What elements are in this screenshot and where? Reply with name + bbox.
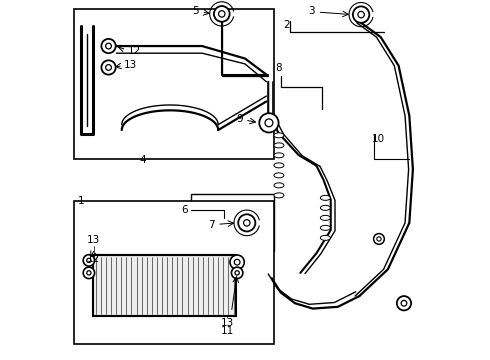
Text: 6: 6 [181, 205, 188, 215]
Ellipse shape [320, 205, 330, 210]
Ellipse shape [274, 143, 284, 148]
Bar [74, 9, 273, 158]
Circle shape [231, 267, 243, 279]
Text: 13: 13 [87, 235, 100, 245]
Bar [93, 255, 236, 316]
Ellipse shape [274, 193, 284, 198]
Ellipse shape [320, 225, 330, 230]
Circle shape [265, 119, 273, 127]
Circle shape [244, 220, 250, 226]
Ellipse shape [274, 153, 284, 158]
Circle shape [83, 255, 95, 266]
Text: 2: 2 [283, 19, 290, 30]
Ellipse shape [274, 183, 284, 188]
Circle shape [106, 43, 111, 49]
Circle shape [377, 237, 381, 241]
Circle shape [87, 271, 91, 275]
Circle shape [234, 259, 240, 265]
Ellipse shape [274, 133, 284, 138]
Circle shape [235, 271, 239, 275]
Circle shape [101, 39, 116, 53]
Text: 12: 12 [87, 254, 100, 264]
Text: 1: 1 [77, 197, 84, 206]
Text: 3: 3 [308, 6, 315, 17]
Ellipse shape [274, 163, 284, 168]
Circle shape [230, 255, 245, 269]
Circle shape [101, 60, 116, 75]
Text: 13: 13 [124, 60, 138, 70]
Circle shape [259, 113, 279, 132]
Circle shape [353, 6, 369, 23]
Text: 9: 9 [237, 114, 243, 124]
Text: 7: 7 [208, 220, 215, 230]
Circle shape [87, 258, 91, 262]
Ellipse shape [274, 173, 284, 178]
Circle shape [401, 300, 407, 306]
Text: 4: 4 [140, 155, 147, 165]
Circle shape [219, 11, 225, 17]
Circle shape [238, 214, 255, 231]
Text: 5: 5 [192, 6, 198, 17]
Text: 13: 13 [220, 318, 234, 328]
Text: 11: 11 [220, 327, 234, 337]
Circle shape [358, 12, 364, 18]
Ellipse shape [320, 195, 330, 201]
Text: 10: 10 [372, 134, 385, 144]
Bar [192, 194, 273, 251]
Circle shape [397, 296, 411, 310]
Text: 12: 12 [128, 46, 141, 56]
Bar [74, 202, 273, 344]
Circle shape [373, 234, 384, 244]
Circle shape [83, 267, 95, 279]
Circle shape [106, 64, 111, 70]
Ellipse shape [320, 215, 330, 220]
Circle shape [214, 6, 230, 22]
Text: 8: 8 [275, 63, 282, 73]
Ellipse shape [320, 235, 330, 240]
